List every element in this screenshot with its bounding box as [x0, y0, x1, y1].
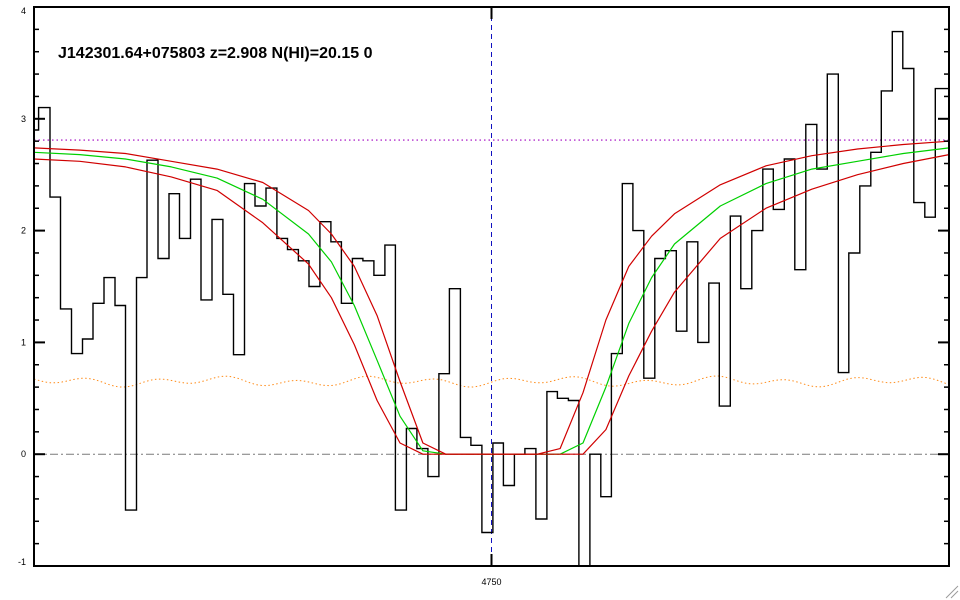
- chart-title: J142301.64+075803 z=2.908 N(HI)=20.15 0: [58, 45, 373, 62]
- resize-grip-icon[interactable]: [945, 585, 959, 599]
- axis-ticks: [34, 6, 949, 567]
- tick-labels: -1 0 1 2 3 4 4750: [18, 6, 502, 587]
- y-tick-label: 0: [21, 449, 26, 459]
- y-tick-label: 1: [21, 337, 26, 347]
- series-flux: [34, 30, 949, 567]
- flux-spectrum-line: [34, 30, 949, 567]
- x-tick-label: 4750: [481, 577, 501, 587]
- reference-lines: [33, 7, 949, 566]
- y-tick-label: -1: [18, 557, 26, 567]
- series-layer: [33, 30, 950, 567]
- model_lower-curve: [33, 154, 950, 455]
- y-tick-label: 2: [21, 226, 26, 236]
- y-tick-label: 4: [21, 6, 26, 16]
- series-model_lower: [33, 154, 950, 455]
- y-tick-label: 3: [21, 114, 26, 124]
